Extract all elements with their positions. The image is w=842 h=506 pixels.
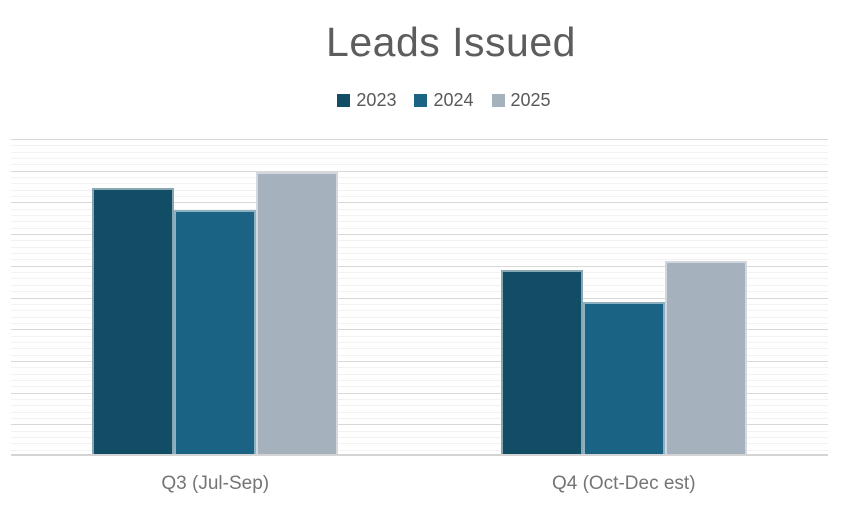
legend-swatch-2023	[337, 93, 351, 107]
bar-2024-q3	[174, 209, 257, 454]
major-gridline	[11, 170, 828, 172]
minor-gridline	[11, 145, 828, 147]
major-gridline	[11, 297, 828, 299]
category-axis: Q3 (Jul-Sep) Q4 (Oct-Dec est)	[11, 473, 828, 495]
bar-2024-q4	[582, 301, 665, 454]
legend-label: 2024	[433, 89, 474, 110]
minor-gridline	[11, 272, 828, 274]
minor-gridline	[11, 449, 828, 451]
chart-title: Leads Issued	[326, 19, 576, 65]
minor-gridline	[11, 354, 828, 356]
major-gridline	[11, 202, 828, 204]
minor-gridline	[11, 151, 828, 153]
minor-gridline	[11, 430, 828, 432]
legend-item-2024: 2024	[414, 89, 474, 111]
minor-gridline	[11, 240, 828, 242]
minor-gridline	[11, 253, 828, 255]
minor-gridline	[11, 164, 828, 166]
minor-gridline	[11, 221, 828, 223]
major-gridline	[11, 424, 828, 426]
chart-legend: 2023 2024 2025	[23, 90, 842, 110]
minor-gridline	[11, 259, 828, 261]
minor-gridline	[11, 215, 828, 217]
minor-gridline	[11, 367, 828, 369]
minor-gridline	[11, 398, 828, 400]
plot-area	[11, 139, 828, 456]
legend-item-2023: 2023	[337, 90, 396, 111]
minor-gridline	[11, 183, 828, 185]
minor-gridline	[11, 443, 828, 445]
major-gridline	[11, 392, 828, 394]
minor-gridline	[11, 436, 828, 438]
minor-gridline	[11, 316, 828, 318]
category-label: Q4 (Oct-Dec est)	[551, 473, 696, 494]
legend-label: 2025	[510, 89, 551, 110]
minor-gridline	[11, 405, 828, 407]
minor-gridline	[11, 278, 828, 280]
minor-gridline	[11, 177, 828, 179]
bar-2025-q4	[664, 260, 747, 454]
minor-gridline	[11, 189, 828, 191]
minor-gridline	[11, 335, 828, 337]
minor-gridline	[11, 284, 828, 286]
category-label: Q3 (Jul-Sep)	[161, 473, 270, 494]
minor-gridline	[11, 373, 828, 375]
major-gridline	[11, 360, 828, 362]
minor-gridline	[11, 246, 828, 248]
legend-item-2025: 2025	[491, 89, 551, 111]
minor-gridline	[11, 196, 828, 198]
minor-gridline	[11, 386, 828, 388]
minor-gridline	[11, 227, 828, 229]
minor-gridline	[11, 208, 828, 210]
minor-gridline	[11, 417, 828, 419]
major-gridline	[11, 234, 828, 236]
major-gridline	[11, 265, 828, 267]
minor-gridline	[11, 303, 828, 305]
legend-label: 2023	[356, 89, 397, 110]
minor-gridline	[11, 379, 828, 381]
bar-2023-q3	[92, 187, 175, 454]
bar-2023-q4	[500, 270, 583, 454]
minor-gridline	[11, 158, 828, 160]
bar-2025-q3	[256, 171, 339, 454]
legend-swatch-2024	[414, 93, 428, 107]
major-gridline	[11, 329, 828, 331]
minor-gridline	[11, 411, 828, 413]
minor-gridline	[11, 322, 828, 324]
minor-gridline	[11, 291, 828, 293]
minor-gridline	[11, 348, 828, 350]
major-gridline	[11, 139, 828, 140]
minor-gridline	[11, 310, 828, 312]
minor-gridline	[11, 341, 828, 343]
legend-swatch-2025	[491, 93, 505, 107]
